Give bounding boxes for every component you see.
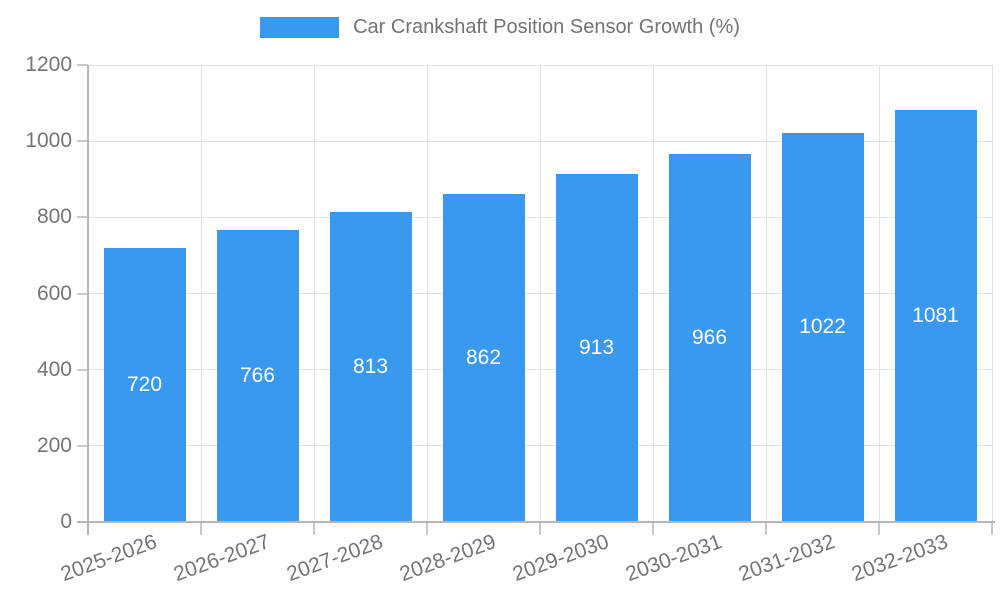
gridline-vertical [539,65,541,522]
bar-value-label: 1081 [912,304,959,328]
bar-value-label: 966 [691,326,728,350]
y-tick [77,368,88,371]
y-tick-label: 800 [36,205,72,229]
x-tick [200,522,202,535]
x-tick-label: 2029-2030 [509,530,613,587]
x-tick [878,522,880,535]
gridline-vertical [313,65,315,522]
gridline-vertical [765,65,767,522]
x-tick-label: 2028-2029 [396,530,500,587]
bar[interactable] [555,174,638,522]
bar[interactable] [668,154,751,522]
bar[interactable] [442,193,525,522]
x-tick-label: 2025-2026 [57,530,161,587]
legend-swatch-icon [260,17,340,38]
y-tick-label: 1000 [25,129,72,153]
y-tick-label: 1200 [25,53,72,76]
y-tick-label: 200 [36,433,72,457]
gridline-vertical [426,65,428,522]
bar-value-label: 913 [578,336,615,360]
x-tick [991,522,993,535]
bar-value-label: 1022 [799,315,846,339]
x-tick-label: 2031-2032 [735,530,839,587]
legend: Car Crankshaft Position Sensor Growth (%… [0,16,1000,39]
x-tick [313,522,315,535]
x-tick [426,522,428,535]
gridline-vertical [991,65,993,522]
x-tick [765,522,767,535]
y-axis-line [87,65,89,535]
bar-value-label: 766 [239,364,276,388]
bar[interactable] [781,132,864,522]
gridline-vertical [652,65,654,522]
bar[interactable] [894,110,977,522]
x-tick-label: 2026-2027 [170,530,274,587]
y-tick [77,64,88,66]
y-tick [77,216,88,219]
y-tick [77,140,88,143]
x-axis-line [77,521,995,523]
x-tick-label: 2027-2028 [283,530,387,587]
legend-label: Car Crankshaft Position Sensor Growth (%… [353,16,740,38]
x-tick [652,522,654,535]
x-tick-label: 2030-2031 [622,530,726,587]
bar-value-label: 813 [352,355,389,379]
x-tick-label: 2032-2033 [848,530,952,587]
bar[interactable] [216,230,299,522]
bar[interactable] [103,247,186,522]
bar-value-label: 862 [465,345,502,369]
y-tick [77,292,88,295]
bar-value-label: 720 [126,372,163,396]
y-tick-label: 600 [36,281,72,305]
y-tick-label: 400 [36,357,72,381]
bar[interactable] [329,212,412,522]
y-tick-label: 0 [60,510,72,533]
x-tick [539,522,541,535]
gridline-vertical [878,65,880,522]
y-tick [77,444,88,447]
legend-item[interactable]: Car Crankshaft Position Sensor Growth (%… [260,16,740,39]
gridline-vertical [200,65,202,522]
